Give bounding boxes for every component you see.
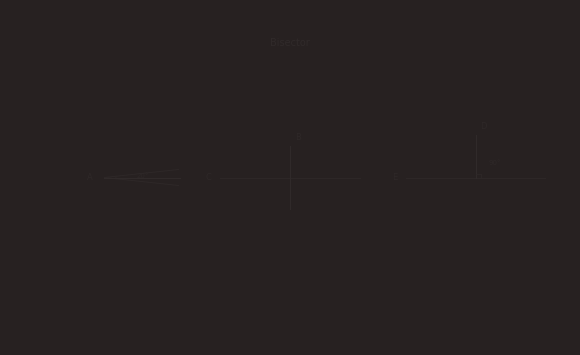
Text: Bisector: Bisector: [270, 38, 310, 48]
Text: D: D: [480, 122, 487, 131]
Text: 20°: 20°: [136, 173, 148, 179]
Text: A: A: [87, 173, 93, 182]
Text: B: B: [295, 133, 300, 142]
Text: C: C: [206, 173, 212, 182]
Text: 90°: 90°: [488, 160, 501, 166]
Text: E: E: [392, 173, 397, 182]
